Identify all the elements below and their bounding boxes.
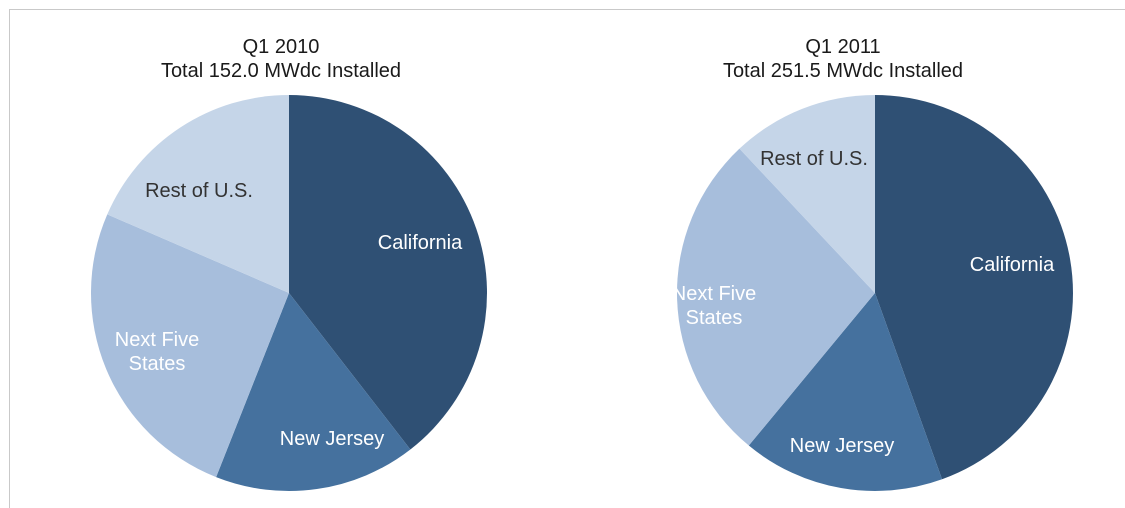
slice-label-next-five-states: Next Five States	[672, 283, 756, 329]
chart-title-block: Q1 2010 Total 152.0 MWdc Installed	[0, 35, 562, 83]
pie-slice-new-jersey	[216, 293, 411, 492]
pie-slice-rest-of-u-s	[107, 94, 289, 293]
slice-label-california: California	[378, 232, 463, 254]
pie-svg: California New Jersey Next Five States Rest …	[90, 94, 488, 492]
pie-slice-next-five-states	[90, 214, 289, 478]
slice-label-new-jersey: New Jersey	[790, 435, 894, 457]
slice-label-california: California	[970, 254, 1055, 276]
chart-subtitle: Total 152.0 MWdc Installed	[160, 60, 402, 82]
slice-label-rest-of-u-s: Rest of U.S.	[145, 180, 253, 202]
pie-slice-next-five-states	[676, 148, 875, 446]
slice-label-new-jersey: New Jersey	[280, 428, 384, 450]
chart-title: Q1 2010	[242, 36, 320, 58]
chart-subtitle: Total 251.5 MWdc Installed	[722, 60, 964, 82]
slice-label-next-five-states: Next Five States	[115, 329, 199, 375]
chart-frame	[9, 9, 1125, 508]
chart-title-block: Q1 2011 Total 251.5 MWdc Installed	[562, 35, 1124, 83]
pie-chart-q1-2010: Q1 2010 Total 152.0 MWdc Installed Calif…	[0, 0, 562, 508]
chart-title: Q1 2011	[805, 36, 881, 58]
slice-label-rest-of-u-s: Rest of U.S.	[760, 148, 868, 170]
pie-slice-rest-of-u-s	[739, 95, 875, 293]
pie-svg: California New Jersey Next Five States Rest …	[672, 95, 1073, 491]
pie-slice-new-jersey	[748, 293, 943, 491]
pie-slice-california	[875, 95, 1073, 480]
pie-slice-california	[289, 95, 488, 450]
pie-chart-q1-2011: Q1 2011 Total 251.5 MWdc Installed Calif…	[562, 0, 1124, 508]
